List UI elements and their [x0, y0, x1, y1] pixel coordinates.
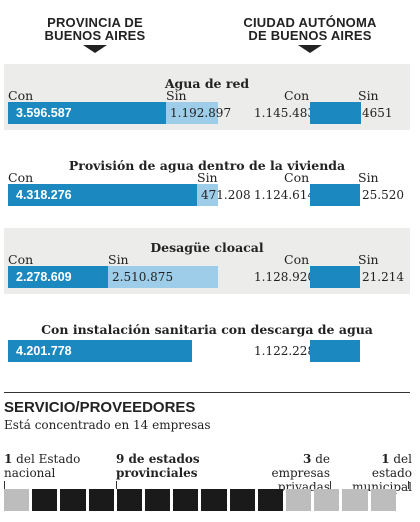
provider-block-provincial [257, 489, 283, 511]
ciudad-con-bar [310, 184, 360, 206]
provider-group-line1: 9 de estados [116, 452, 200, 466]
ciudad-con-bar [310, 266, 360, 288]
provider-group-tick [116, 481, 117, 489]
ciudad-con-label: Con [284, 170, 310, 185]
ciudad-con-bar [310, 340, 360, 362]
provider-block-provincial [60, 489, 86, 511]
ciudad-sin-value: 25.520 [362, 188, 404, 202]
provincia-sin-bar [166, 102, 218, 124]
panel-title: Agua de red [164, 76, 250, 91]
provincia-con-label: Con [8, 252, 34, 267]
ciudad-sin-bar [358, 266, 359, 288]
provider-group-label: 3 de empresas privadas [250, 452, 330, 494]
provincia-sin-label: Sin [197, 170, 218, 185]
ciudad-header-line2: DE BUENOS AIRES [248, 28, 372, 43]
provider-group-line1: 1 del Estado [4, 452, 80, 466]
panel-title: Provisión de agua dentro de la vivienda [68, 158, 346, 173]
provider-block [4, 489, 30, 511]
provincia-header-line2: BUENOS AIRES [44, 28, 146, 43]
provider-group-text: del estado [371, 452, 412, 480]
ciudad-con-bar [310, 102, 361, 124]
provider-group-count: 3 [303, 452, 312, 466]
provider-group-line1: 1 del estado [342, 452, 412, 480]
provincia-sin-label: Sin [108, 252, 129, 267]
ciudad-header: CIUDAD AUTÓNOMA DE BUENOS AIRES [230, 16, 390, 42]
section-divider [4, 392, 410, 393]
provider-group-line1: 3 de empresas [250, 452, 330, 480]
provider-group-count: 9 de estados [116, 452, 200, 466]
provincia-con-bar: 4.318.276 [8, 184, 197, 206]
provider-block [370, 489, 396, 511]
ciudad-con-value: 1.122.228 [254, 344, 316, 358]
service-title: SERVICIO/PROVEEDORES [4, 399, 196, 416]
ciudad-con-label: Con [284, 252, 310, 267]
ciudad-sin-label: Sin [358, 252, 379, 267]
ciudad-arrow-icon [298, 45, 322, 53]
provincia-sin-bar [197, 184, 218, 206]
ciudad-con-value: 1.124.614 [254, 188, 316, 202]
ciudad-sin-label: Sin [358, 88, 379, 103]
provincia-con-bar: 3.596.587 [8, 102, 166, 124]
provider-group-tick [4, 481, 5, 489]
panel-title: Con instalación sanitaria con descarga d… [41, 322, 373, 337]
provider-block [342, 489, 368, 511]
provider-group-text: de empresas [271, 452, 330, 480]
provider-block [286, 489, 312, 511]
provider-block-provincial [116, 489, 142, 511]
provincia-con-label: Con [8, 170, 34, 185]
provider-group-line2: nacional [4, 466, 56, 480]
ciudad-con-value: 1.128.920 [254, 270, 316, 284]
provider-block-provincial [173, 489, 199, 511]
provider-block-provincial [32, 489, 58, 511]
provincia-sin-value: 2.510.875 [112, 270, 174, 284]
ciudad-sin-bar [358, 102, 359, 124]
provider-group-tick [330, 481, 331, 489]
ciudad-sin-label: Sin [358, 170, 379, 185]
ciudad-con-value: 1.145.483 [254, 106, 316, 120]
provider-group-line2: provinciales [116, 466, 198, 480]
provincia-sin-label: Sin [166, 88, 187, 103]
provider-group-label: 1 del Estado nacional [4, 452, 80, 480]
service-subtitle: Está concentrado en 14 empresas [4, 418, 211, 432]
provider-block-provincial [145, 489, 171, 511]
provider-block-provincial [201, 489, 227, 511]
provincia-sin-value: 471.208 [201, 188, 251, 202]
provider-block-provincial [229, 489, 255, 511]
provider-group-label: 9 de estados provinciales [116, 452, 200, 480]
provider-group-label: 1 del estado municipal [342, 452, 412, 494]
ciudad-sin-value: 21.214 [362, 270, 404, 284]
provider-group-text: del Estado [12, 452, 81, 466]
provincia-header-line1: PROVINCIA DE [47, 15, 143, 30]
provincia-arrow-icon [83, 45, 107, 53]
provider-group-count: 1 [381, 452, 390, 466]
provider-block [314, 489, 340, 511]
ciudad-con-label: Con [284, 88, 310, 103]
provincia-header: PROVINCIA DE BUENOS AIRES [30, 16, 160, 42]
ciudad-sin-value: 4651 [362, 106, 393, 120]
provincia-sin-value: 1.192.897 [170, 106, 232, 120]
provincia-sin-bar [108, 266, 218, 288]
provider-group-tick [408, 481, 409, 489]
ciudad-header-line1: CIUDAD AUTÓNOMA [243, 15, 377, 30]
ciudad-sin-bar [358, 184, 359, 206]
panel-title: Desagüe cloacal [150, 240, 264, 255]
provincia-con-label: Con [8, 88, 34, 103]
provider-block-provincial [88, 489, 114, 511]
provider-group-count: 1 [4, 452, 13, 466]
provincia-con-bar: 2.278.609 [8, 266, 108, 288]
provincia-con-bar: 4.201.778 [8, 340, 192, 362]
